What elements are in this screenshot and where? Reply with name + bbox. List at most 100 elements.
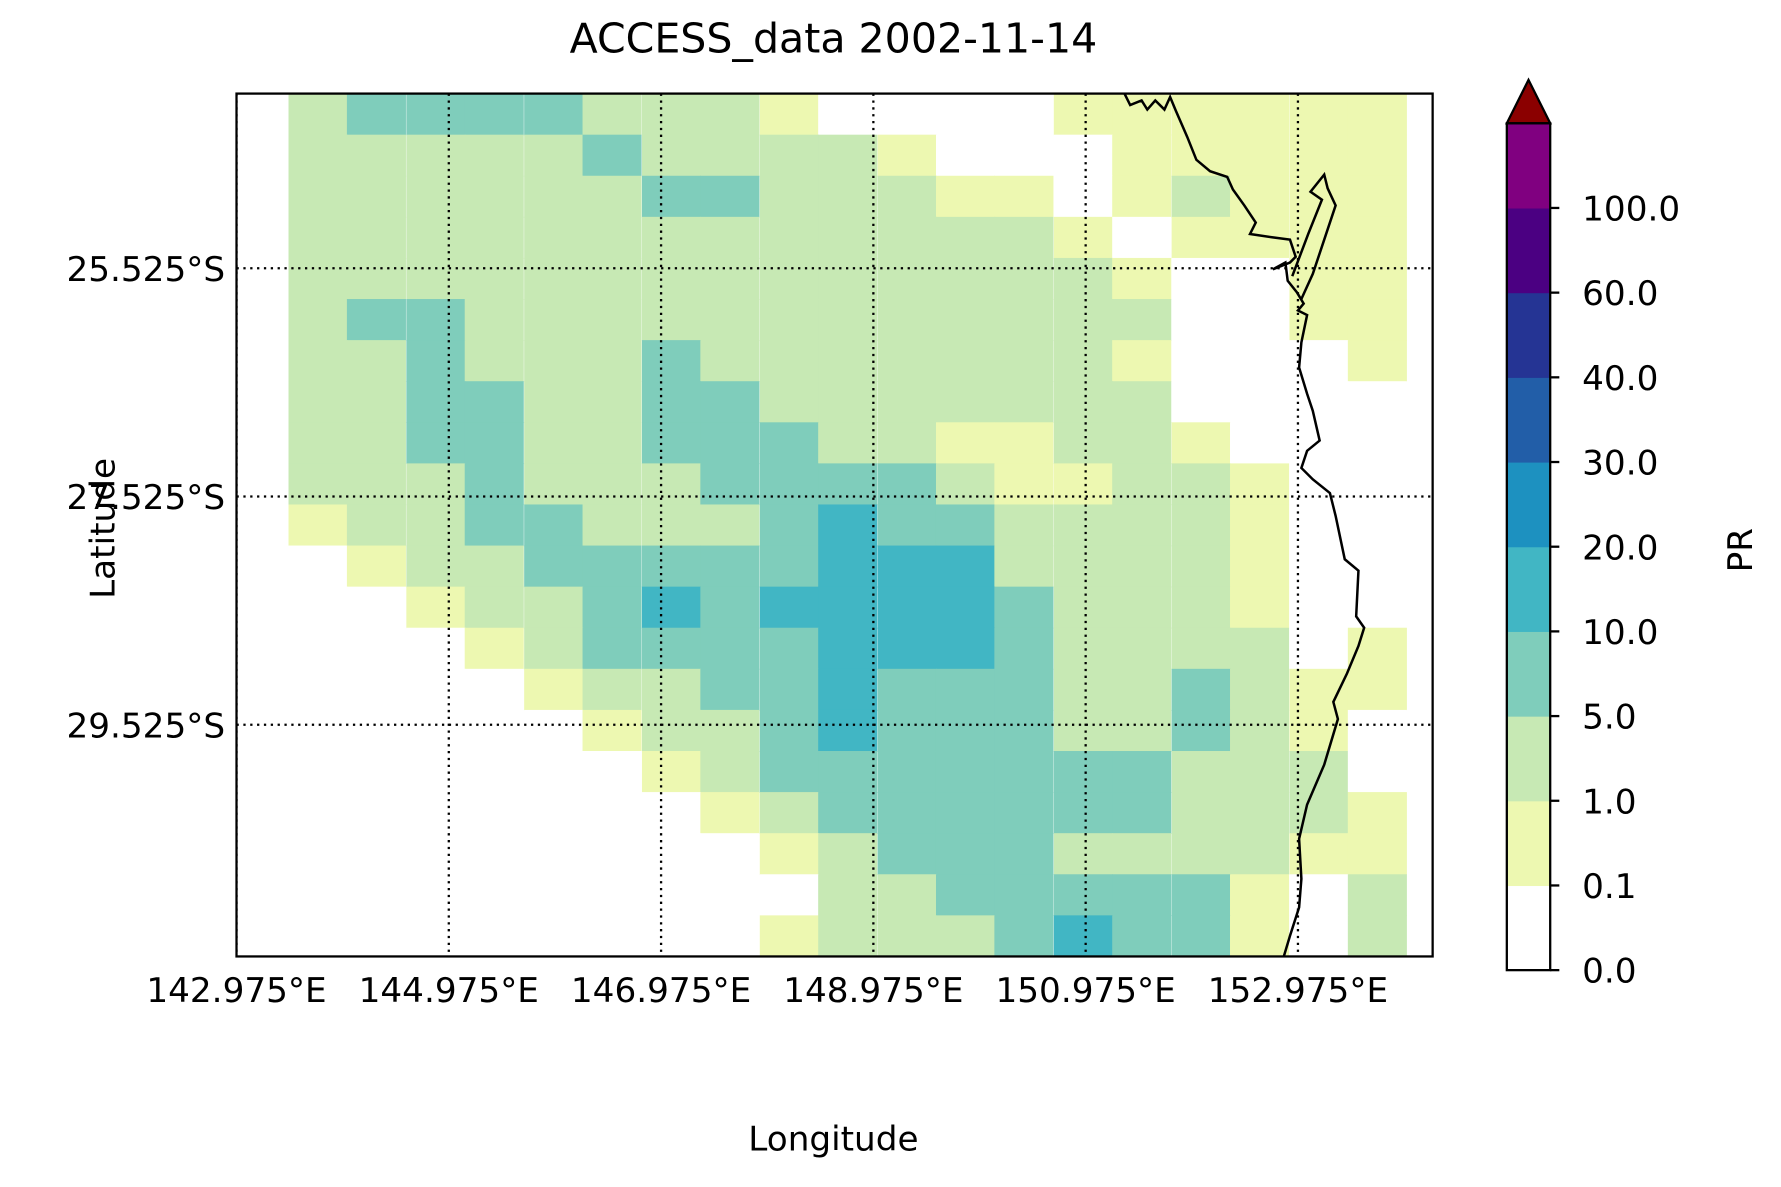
cell bbox=[877, 545, 937, 588]
cell bbox=[346, 792, 406, 834]
y-tick-label: 29.525°S bbox=[66, 706, 225, 746]
cell bbox=[464, 134, 524, 177]
cell bbox=[994, 874, 1054, 917]
cell bbox=[1289, 751, 1349, 793]
cell bbox=[818, 627, 878, 670]
cell bbox=[877, 175, 937, 218]
cell bbox=[406, 627, 466, 670]
cell bbox=[1230, 668, 1290, 711]
cell bbox=[1171, 175, 1231, 218]
cell bbox=[818, 381, 878, 423]
cell bbox=[1347, 175, 1407, 218]
cell bbox=[877, 216, 937, 259]
cell bbox=[1053, 422, 1113, 465]
cell bbox=[582, 93, 642, 136]
cell bbox=[582, 299, 642, 341]
cell bbox=[524, 586, 584, 629]
cell bbox=[1347, 709, 1407, 752]
cell bbox=[935, 668, 996, 711]
cell bbox=[641, 422, 702, 465]
cell bbox=[877, 422, 937, 465]
cell bbox=[818, 175, 878, 218]
x-tick-label: 144.975°E bbox=[359, 971, 539, 1011]
cell bbox=[288, 833, 348, 875]
x-tick-label: 142.975°E bbox=[146, 971, 326, 1011]
cell bbox=[877, 709, 937, 752]
cell bbox=[464, 175, 524, 218]
cell bbox=[1230, 175, 1290, 218]
colorbar-tick-label: 60.0 bbox=[1582, 274, 1658, 314]
cell bbox=[346, 175, 406, 218]
cell bbox=[1112, 709, 1172, 752]
cell bbox=[346, 874, 406, 917]
cell bbox=[406, 586, 466, 629]
cell bbox=[524, 915, 584, 957]
cell bbox=[406, 299, 466, 341]
cell bbox=[1171, 545, 1231, 588]
colorbar: 0.0 0.1 1.0 5.0 10.0 20.0 30.0 40.0 60.0 100.0 bbox=[1504, 77, 1680, 992]
colorbar-tick-label: 0.0 bbox=[1582, 952, 1636, 992]
cell bbox=[288, 93, 348, 136]
cell bbox=[877, 340, 937, 382]
cell bbox=[935, 586, 996, 629]
cell bbox=[524, 175, 584, 218]
cell bbox=[1053, 586, 1113, 629]
cell bbox=[1053, 299, 1113, 341]
cell bbox=[1053, 709, 1113, 752]
cell bbox=[700, 627, 760, 670]
cell bbox=[700, 833, 760, 875]
cell bbox=[818, 833, 878, 875]
cell bbox=[877, 586, 937, 629]
cell bbox=[464, 257, 524, 300]
cell bbox=[288, 299, 348, 341]
cell bbox=[1053, 545, 1113, 588]
cell bbox=[641, 668, 702, 711]
cell bbox=[877, 134, 937, 177]
cell bbox=[1230, 134, 1290, 177]
cell bbox=[524, 874, 584, 917]
cell bbox=[464, 915, 524, 957]
cell bbox=[1112, 257, 1172, 300]
cell bbox=[406, 340, 466, 382]
cell bbox=[288, 751, 348, 793]
cell bbox=[1289, 915, 1349, 957]
cell bbox=[524, 792, 584, 834]
cell bbox=[406, 668, 466, 711]
y-axis-label: Latitude bbox=[83, 458, 123, 599]
cell bbox=[524, 381, 584, 423]
colorbar-band bbox=[1506, 885, 1551, 971]
cell bbox=[1053, 915, 1113, 957]
cell bbox=[994, 668, 1054, 711]
cell bbox=[759, 545, 819, 588]
cell bbox=[346, 422, 406, 465]
x-tick-label: 148.975°E bbox=[783, 971, 963, 1011]
cell-layer bbox=[288, 93, 1407, 957]
cell bbox=[1230, 792, 1290, 834]
cell bbox=[1112, 545, 1172, 588]
colorbar-band bbox=[1506, 546, 1551, 632]
cell bbox=[346, 134, 406, 177]
cell bbox=[582, 257, 642, 300]
cell bbox=[406, 915, 466, 957]
cell bbox=[1230, 422, 1290, 465]
cell bbox=[1289, 381, 1349, 423]
cell bbox=[818, 915, 878, 957]
cell bbox=[1112, 299, 1172, 341]
cell bbox=[1053, 668, 1113, 711]
cell bbox=[464, 833, 524, 875]
cell bbox=[641, 463, 702, 506]
cell bbox=[1053, 381, 1113, 423]
cell bbox=[877, 751, 937, 793]
cell bbox=[288, 709, 348, 752]
cell bbox=[700, 709, 760, 752]
cell bbox=[935, 340, 996, 382]
y-tick-label: 27.525°S bbox=[66, 478, 225, 518]
cell bbox=[818, 874, 878, 917]
cell bbox=[1171, 381, 1231, 423]
cell bbox=[1112, 833, 1172, 875]
cell bbox=[759, 340, 819, 382]
cell bbox=[877, 504, 937, 547]
cell bbox=[346, 627, 406, 670]
cell bbox=[1230, 463, 1290, 506]
